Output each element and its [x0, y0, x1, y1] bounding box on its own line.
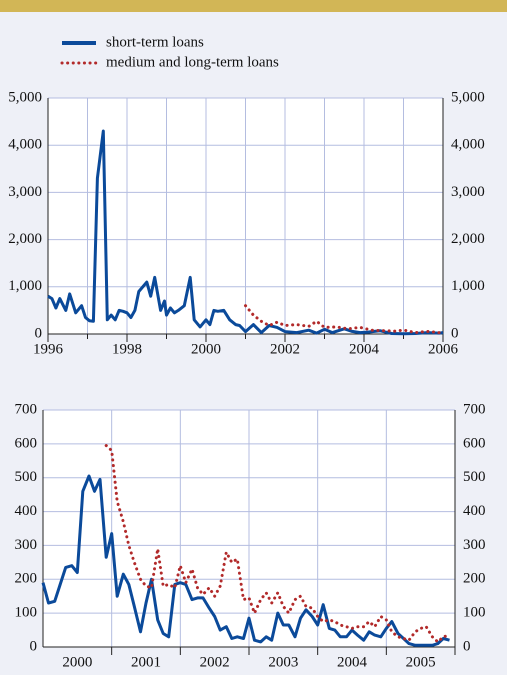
header-bar	[0, 0, 507, 12]
x-tick-label: 2002	[270, 341, 300, 357]
y2-tick-label: 2,000	[451, 231, 485, 247]
series-line	[244, 304, 441, 335]
y-tick-label: 0	[35, 325, 43, 341]
series-line	[47, 129, 444, 336]
y2-tick-label: 4,000	[451, 137, 485, 153]
series-line	[104, 444, 451, 644]
y-tick-label: 400	[15, 503, 38, 519]
x-tick-label: 1998	[112, 341, 142, 357]
y2-tick-label: 0	[451, 325, 459, 341]
y2-tick-label: 300	[463, 537, 486, 553]
y-tick-label: 0	[30, 638, 38, 654]
x-tick-label: 2004	[349, 341, 380, 357]
legend-label: short-term loans	[106, 34, 204, 50]
y-tick-label: 700	[15, 401, 38, 417]
y-tick-label: 3,000	[8, 184, 42, 200]
x-tick-label: 2006	[428, 341, 459, 357]
x-tick-label: 2000	[62, 654, 92, 670]
y2-tick-label: 100	[463, 605, 486, 621]
y2-tick-label: 5,000	[451, 89, 485, 105]
y-tick-label: 4,000	[8, 137, 42, 153]
x-tick-label: 2003	[268, 654, 298, 670]
y-tick-label: 100	[15, 605, 38, 621]
y-tick-label: 5,000	[8, 89, 42, 105]
x-tick-label: 2002	[200, 654, 230, 670]
y2-tick-label: 400	[463, 503, 486, 519]
y2-tick-label: 1,000	[451, 278, 485, 294]
y-tick-label: 2,000	[8, 231, 42, 247]
series-line	[41, 474, 450, 647]
x-tick-label: 2004	[337, 654, 368, 670]
y2-tick-label: 3,000	[451, 184, 485, 200]
y2-tick-label: 600	[463, 435, 486, 451]
legend-label: medium and long-term loans	[106, 54, 279, 70]
x-tick-label: 1996	[33, 341, 64, 357]
x-tick-label: 2005	[406, 654, 436, 670]
y-tick-label: 1,000	[8, 278, 42, 294]
y-tick-label: 500	[15, 469, 38, 485]
y2-tick-label: 700	[463, 401, 486, 417]
y2-tick-label: 500	[463, 469, 486, 485]
y-tick-label: 200	[15, 571, 38, 587]
y2-tick-label: 200	[463, 571, 486, 587]
y2-tick-label: 0	[463, 638, 471, 654]
x-tick-label: 2000	[191, 341, 221, 357]
y-tick-label: 300	[15, 537, 38, 553]
y-tick-label: 600	[15, 435, 38, 451]
x-tick-label: 2001	[131, 654, 161, 670]
